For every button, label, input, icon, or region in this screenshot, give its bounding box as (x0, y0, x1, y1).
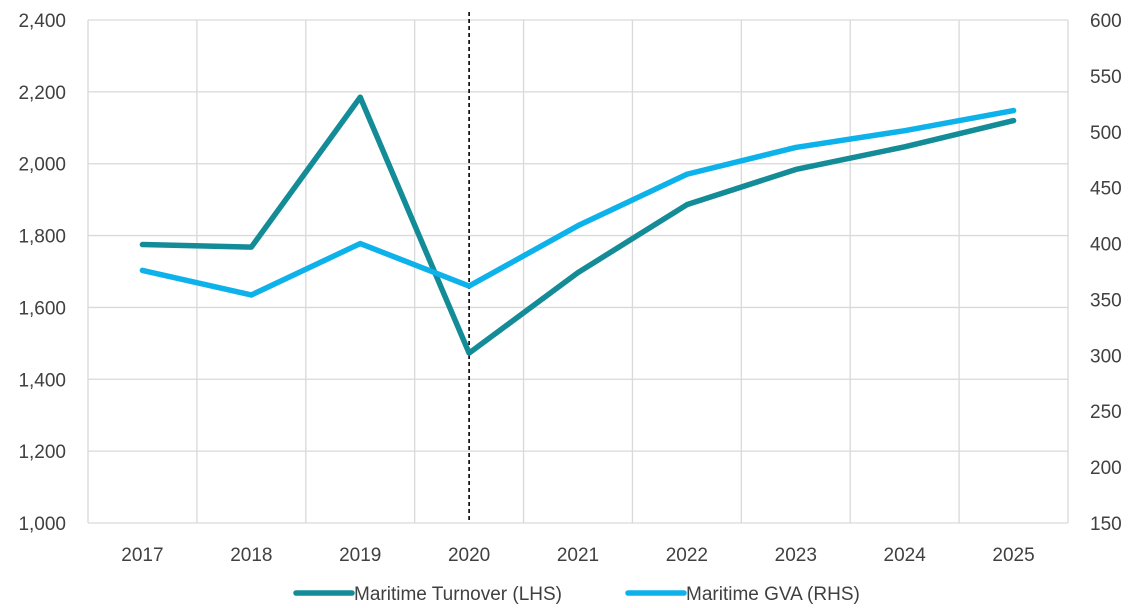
data-point-gva (575, 223, 581, 229)
legend: Maritime Turnover (LHS) Maritime GVA (RHS… (293, 584, 860, 605)
data-point-turnover (902, 144, 908, 150)
x-axis-tick-label: 2019 (339, 545, 381, 566)
data-point-gva (902, 128, 908, 134)
left-axis-tick-label: 2,200 (18, 83, 66, 104)
data-point-turnover (684, 202, 690, 208)
x-axis-tick-label: 2025 (992, 545, 1034, 566)
left-axis-tick-label: 1,000 (18, 514, 66, 535)
right-axis-tick-label: 300 (1090, 346, 1122, 367)
legend-label: Maritime Turnover (LHS) (354, 584, 562, 605)
data-point-turnover (793, 166, 799, 173)
left-axis-ticks: 1,000 1,200 1,400 1,600 1,800 2,000 2,200 2,400 (18, 11, 66, 535)
right-axis-tick-label: 500 (1090, 123, 1122, 144)
left-axis-tick-label: 1,800 (18, 227, 66, 248)
right-axis-tick-label: 450 (1090, 179, 1122, 200)
data-point-turnover (575, 269, 581, 276)
data-point-turnover (1010, 118, 1017, 124)
x-axis-tick-label: 2017 (121, 545, 163, 566)
x-axis-tick-label: 2020 (448, 545, 490, 566)
right-axis-tick-label: 200 (1090, 458, 1122, 479)
data-point-gva (793, 144, 799, 151)
left-axis-tick-label: 1,200 (18, 442, 66, 463)
right-axis-tick-label: 400 (1090, 235, 1122, 256)
right-axis-tick-label: 350 (1090, 290, 1122, 311)
data-point-gva (357, 240, 363, 247)
data-point-turnover (139, 241, 146, 248)
data-point-gva (466, 283, 472, 289)
x-axis-ticks: 2017 2018 2019 2020 2021 2022 2023 2024 2025 (121, 545, 1034, 566)
data-point-gva (248, 292, 254, 298)
left-axis-tick-label: 2,400 (18, 11, 66, 32)
right-axis-tick-label: 550 (1090, 67, 1122, 88)
x-axis-tick-label: 2018 (230, 545, 272, 566)
right-axis-ticks: 150 200 250 300 350 400 450 500 550 600 (1090, 11, 1122, 535)
gridlines (87, 19, 1069, 524)
data-point-turnover (466, 350, 472, 356)
x-axis-tick-label: 2023 (775, 545, 817, 566)
legend-label: Maritime GVA (RHS) (686, 584, 860, 605)
left-axis-tick-label: 1,600 (18, 298, 66, 319)
series-line-gva (139, 107, 1017, 298)
data-point-turnover (248, 244, 254, 250)
x-axis-tick-label: 2024 (884, 545, 927, 566)
data-point-gva (139, 267, 146, 273)
left-axis-tick-label: 1,400 (18, 370, 66, 391)
x-axis-tick-label: 2021 (557, 545, 599, 566)
data-point-gva (684, 171, 690, 177)
data-point-gva (1010, 107, 1017, 114)
data-point-turnover (357, 94, 363, 100)
x-axis-tick-label: 2022 (666, 545, 708, 566)
right-axis-tick-label: 600 (1090, 11, 1122, 32)
right-axis-tick-label: 150 (1090, 514, 1122, 535)
right-axis-tick-label: 250 (1090, 402, 1122, 423)
left-axis-tick-label: 2,000 (18, 155, 66, 176)
series-lines (139, 94, 1017, 356)
